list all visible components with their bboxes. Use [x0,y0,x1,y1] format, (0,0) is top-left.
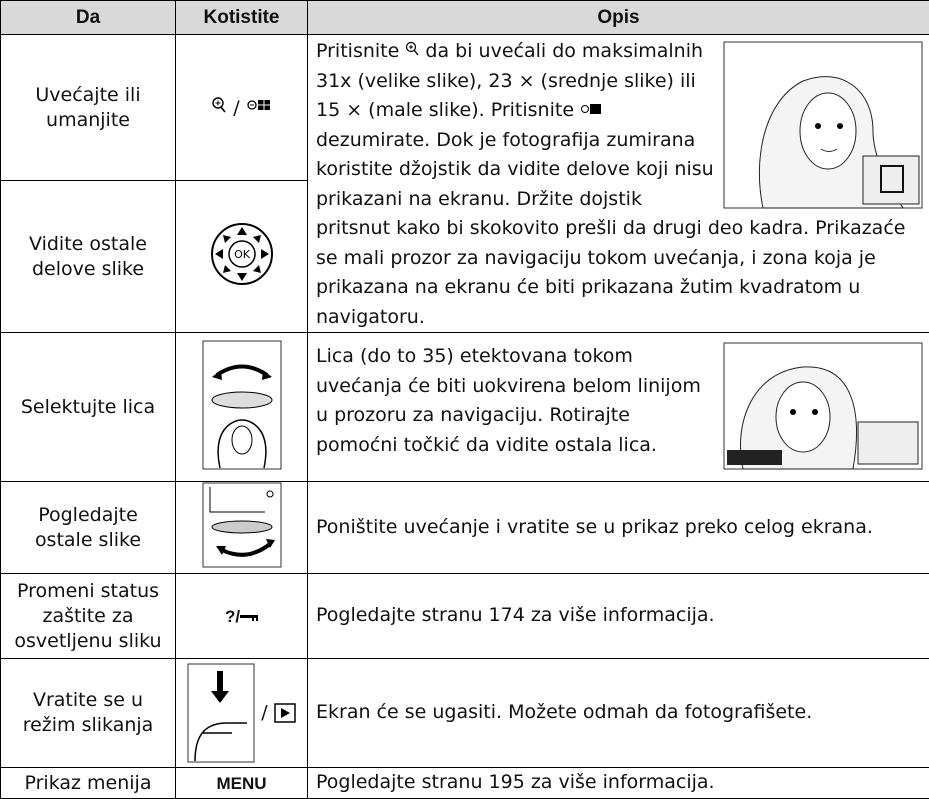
multi-selector-icon: OK [210,222,274,286]
header: Opis [308,1,929,35]
header: Da [1,1,176,35]
zoom-in-icon [405,41,419,57]
control [176,333,308,482]
key-icon [240,612,258,622]
action: Prikaz menija [1,768,176,799]
action: Promeni status zaštite za osvetljenu sli… [1,574,176,659]
description: Ekran će se ugasiti. Možete odmah da fot… [308,659,929,768]
zoom-out-icon [580,102,602,116]
description: Poništite uvećanje i vratite se u prikaz… [308,482,929,574]
control: / [176,659,308,768]
command-dial-icon [202,340,282,470]
action: Selektujte lica [1,333,176,482]
control: OK [176,181,308,333]
separator: / [261,702,267,724]
control: ?/ [176,574,308,659]
action: Vidite ostale delove slike [1,181,176,333]
text: Pritisnite [316,40,399,62]
control: / [176,35,308,181]
main-dial-icon [202,482,282,568]
description: Pritisnite da bi uvećali do maksimalnih … [308,35,929,333]
description: Pogledajte stranu 174 za više informacij… [308,574,929,659]
button-label: MENU [216,774,266,793]
text: Lica (do to 35) etektovana tokom uvećanj… [316,345,701,456]
playback-icon [274,703,296,723]
separator: / [233,97,239,119]
description: Lica (do to 35) etektovana tokom uvećanj… [308,333,929,482]
control [176,482,308,574]
action: Vratite se u režim slikanja [1,659,176,768]
zoom-out-icon [246,96,272,114]
button-label: ?/ [225,607,240,626]
action: Uvećajte ili umanjite [1,35,176,181]
action: Pogledajte ostale slike [1,482,176,574]
svg-text:OK: OK [234,248,251,261]
description: Pogledajte stranu 195 za više informacij… [308,768,929,799]
zoom-in-icon [211,96,227,114]
shutter-icon [187,663,255,763]
face-illustration [723,342,923,470]
control: MENU [176,768,308,799]
header: Kotistite [176,1,308,35]
zoom-illustration [723,41,923,209]
